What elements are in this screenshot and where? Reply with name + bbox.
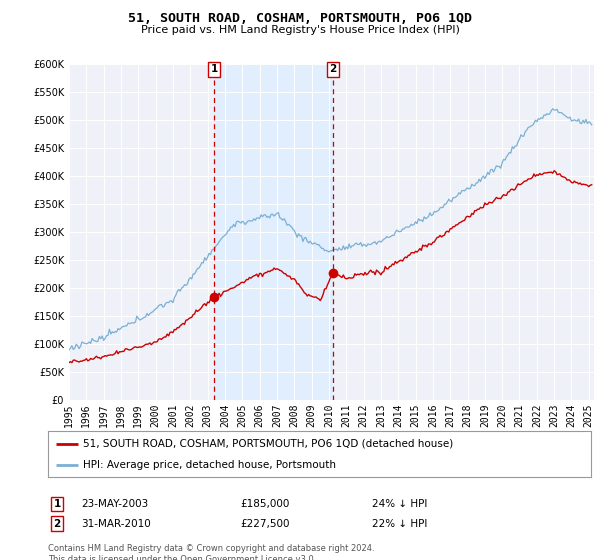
Text: 2: 2 [329, 64, 337, 74]
Text: 1: 1 [211, 64, 218, 74]
Text: 1: 1 [53, 499, 61, 509]
Text: 23-MAY-2003: 23-MAY-2003 [81, 499, 148, 509]
Text: £227,500: £227,500 [240, 519, 290, 529]
Text: HPI: Average price, detached house, Portsmouth: HPI: Average price, detached house, Port… [83, 460, 336, 470]
Text: 31-MAR-2010: 31-MAR-2010 [81, 519, 151, 529]
Text: 51, SOUTH ROAD, COSHAM, PORTSMOUTH, PO6 1QD: 51, SOUTH ROAD, COSHAM, PORTSMOUTH, PO6 … [128, 12, 472, 25]
Text: 2: 2 [53, 519, 61, 529]
Text: 51, SOUTH ROAD, COSHAM, PORTSMOUTH, PO6 1QD (detached house): 51, SOUTH ROAD, COSHAM, PORTSMOUTH, PO6 … [83, 438, 454, 449]
Text: Contains HM Land Registry data © Crown copyright and database right 2024.
This d: Contains HM Land Registry data © Crown c… [48, 544, 374, 560]
Text: Price paid vs. HM Land Registry's House Price Index (HPI): Price paid vs. HM Land Registry's House … [140, 25, 460, 35]
Bar [214, 64, 333, 400]
Text: £185,000: £185,000 [240, 499, 289, 509]
Text: 24% ↓ HPI: 24% ↓ HPI [372, 499, 427, 509]
Text: 22% ↓ HPI: 22% ↓ HPI [372, 519, 427, 529]
